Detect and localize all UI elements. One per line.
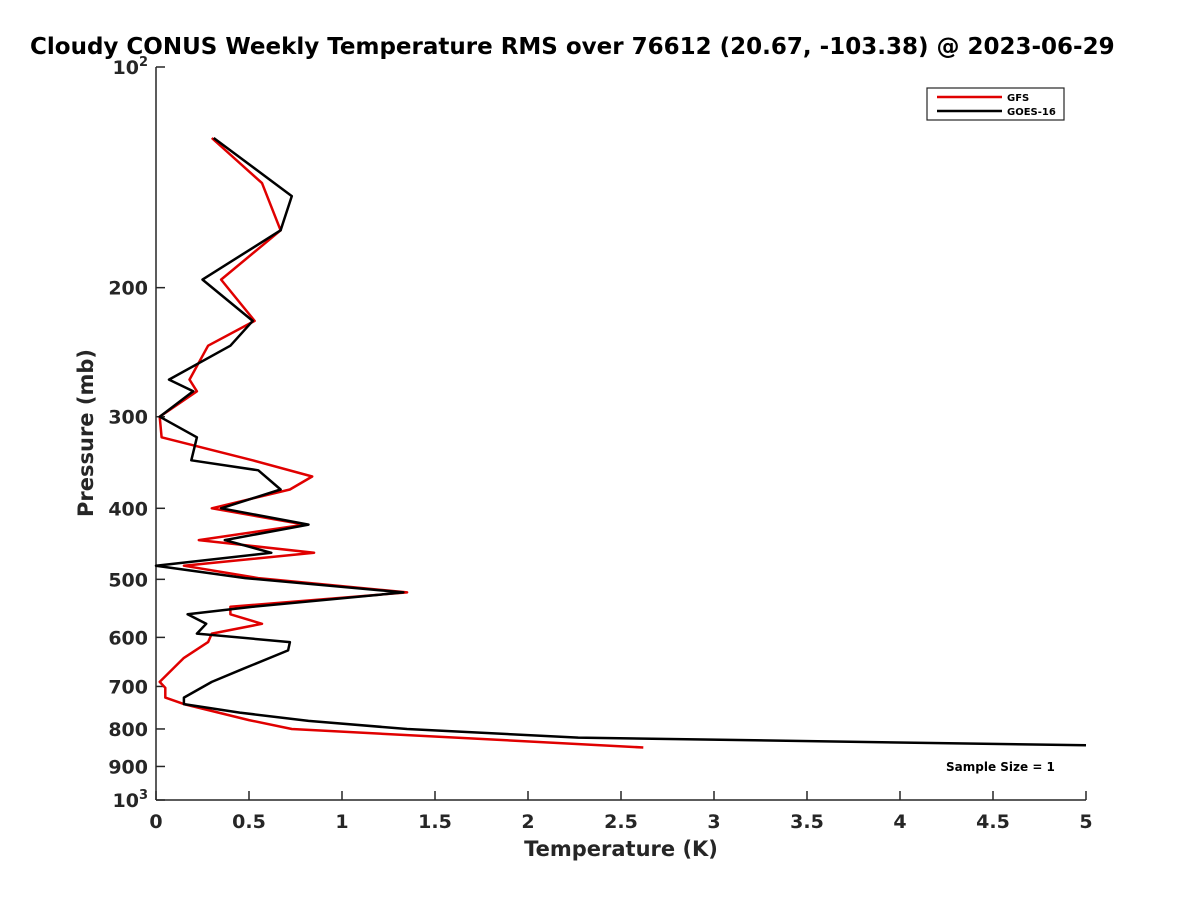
series-lines <box>154 136 1087 749</box>
y-tick-label: 800 <box>108 719 148 741</box>
y-tick-label: 102 <box>113 55 149 79</box>
x-tick-label: 0 <box>149 811 162 833</box>
series-line-goes-16 <box>154 136 1087 747</box>
x-tick-label: 2.5 <box>604 811 638 833</box>
x-tick-label: 4.5 <box>976 811 1010 833</box>
x-tick-label: 3 <box>707 811 720 833</box>
y-ticks: 102 200 300 400 500 600 700 800 900 103 <box>108 55 165 812</box>
x-tick-label: 4 <box>893 811 906 833</box>
legend-label-gfs: GFS <box>1007 93 1029 104</box>
x-tick-label: 0.5 <box>232 811 266 833</box>
y-tick-label: 700 <box>108 676 148 698</box>
y-tick-label: 400 <box>108 498 148 520</box>
y-tick-label: 600 <box>108 627 148 649</box>
y-axis-label: Pressure (mb) <box>74 349 98 517</box>
y-tick-label: 300 <box>108 407 148 429</box>
x-tick-label: 3.5 <box>790 811 824 833</box>
x-tick-label: 1 <box>335 811 348 833</box>
y-tick-label: 500 <box>108 569 148 591</box>
y-tick-label: 103 <box>113 788 149 812</box>
legend-label-goes-16: GOES-16 <box>1007 107 1056 118</box>
plot-area: 0 0.5 1 1.5 2 2.5 3 3.5 4 4.5 5 102 200 300 400 500 600… <box>108 55 1092 833</box>
legend-box <box>926 87 1065 121</box>
chart-title: Cloudy CONUS Weekly Temperature RMS over… <box>30 34 1115 60</box>
x-axis-label: Temperature (K) <box>524 837 718 861</box>
y-tick-label: 200 <box>108 278 148 300</box>
series-line-gfs <box>158 137 644 749</box>
x-tick-label: 1.5 <box>418 811 452 833</box>
x-tick-label: 2 <box>521 811 534 833</box>
x-tick-label: 5 <box>1079 811 1092 833</box>
sample-size-note: Sample Size = 1 <box>946 760 1055 774</box>
y-tick-label: 900 <box>108 756 148 778</box>
x-ticks: 0 0.5 1 1.5 2 2.5 3 3.5 4 4.5 5 <box>149 791 1093 833</box>
legend: GFS GOES-16 <box>926 87 1065 121</box>
